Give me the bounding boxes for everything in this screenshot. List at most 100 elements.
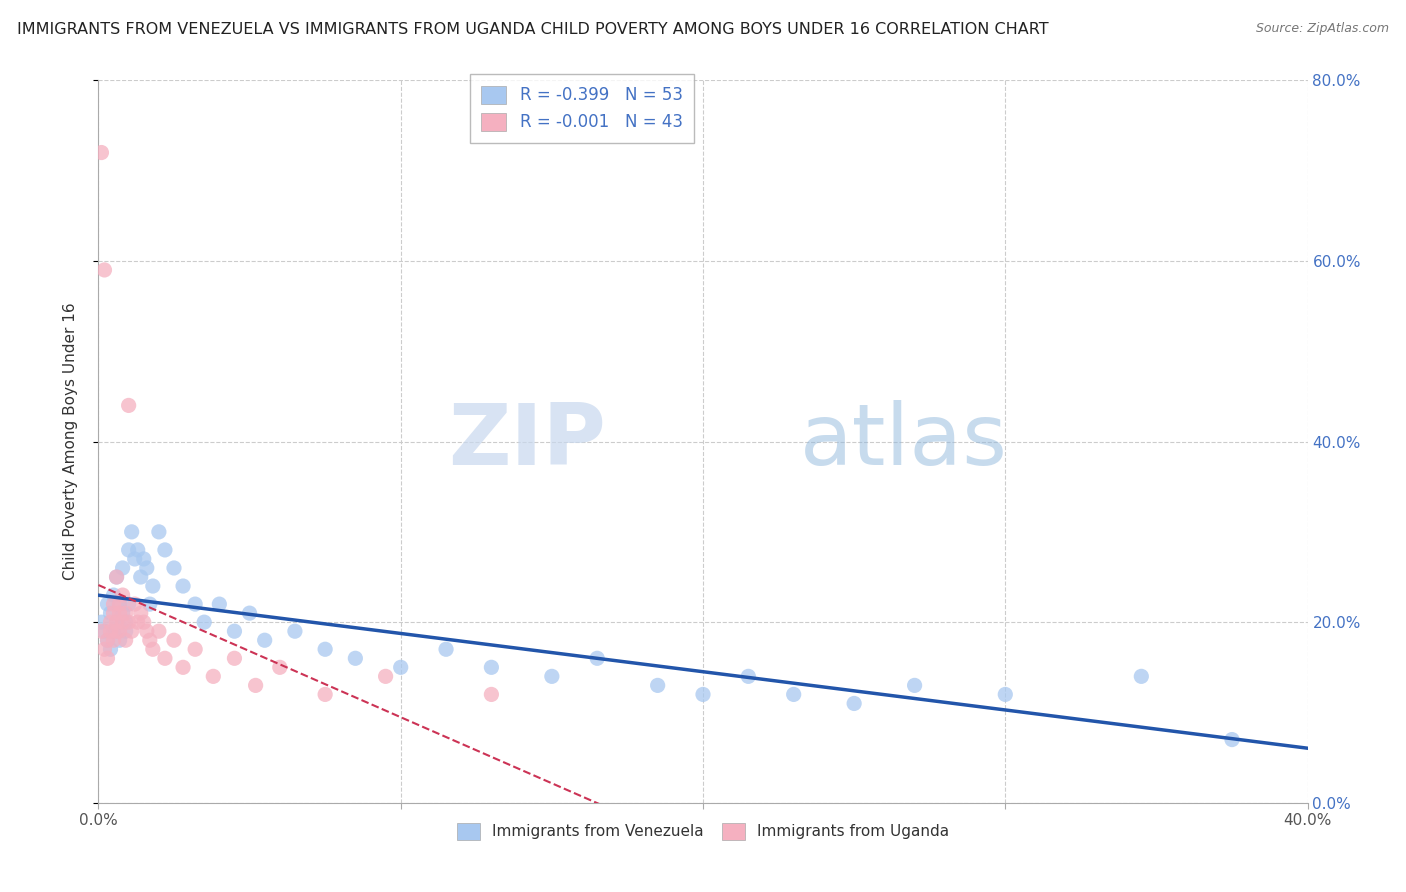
Point	[108, 624, 131, 639]
Point	[224, 624, 246, 639]
Point	[118, 398, 141, 412]
Point	[124, 597, 146, 611]
Point	[239, 606, 262, 620]
Point	[93, 263, 115, 277]
Point	[108, 597, 131, 611]
Point	[284, 624, 307, 639]
Point	[108, 606, 131, 620]
Point	[184, 597, 207, 611]
Point	[135, 624, 157, 639]
Point	[904, 678, 927, 692]
Text: atlas: atlas	[800, 400, 1008, 483]
Point	[114, 624, 136, 639]
Point	[153, 542, 176, 557]
Point	[103, 633, 125, 648]
Point	[269, 660, 291, 674]
Point	[103, 606, 125, 620]
Point	[118, 615, 141, 630]
Point	[100, 606, 122, 620]
Text: Source: ZipAtlas.com: Source: ZipAtlas.com	[1256, 22, 1389, 36]
Point	[114, 633, 136, 648]
Point	[108, 633, 131, 648]
Point	[994, 687, 1017, 701]
Point	[314, 642, 336, 657]
Point	[108, 597, 131, 611]
Point	[142, 642, 165, 657]
Point	[96, 633, 118, 648]
Point	[148, 624, 170, 639]
Point	[481, 687, 503, 701]
Text: ZIP: ZIP	[449, 400, 606, 483]
Point	[103, 597, 125, 611]
Point	[100, 624, 122, 639]
Point	[96, 633, 118, 648]
Point	[389, 660, 412, 674]
Point	[114, 615, 136, 630]
Point	[139, 633, 162, 648]
Point	[647, 678, 669, 692]
Point	[124, 552, 146, 566]
Point	[100, 615, 122, 630]
Point	[142, 579, 165, 593]
Point	[737, 669, 759, 683]
Point	[224, 651, 246, 665]
Point	[135, 561, 157, 575]
Point	[481, 660, 503, 674]
Point	[129, 570, 152, 584]
Point	[344, 651, 367, 665]
Point	[118, 597, 141, 611]
Point	[105, 615, 128, 630]
Point	[90, 624, 112, 639]
Y-axis label: Child Poverty Among Boys Under 16: Child Poverty Among Boys Under 16	[63, 302, 77, 581]
Point	[586, 651, 609, 665]
Point	[692, 687, 714, 701]
Point	[105, 570, 128, 584]
Point	[111, 561, 134, 575]
Point	[132, 615, 155, 630]
Point	[129, 606, 152, 620]
Point	[103, 588, 125, 602]
Point	[1130, 669, 1153, 683]
Point	[434, 642, 457, 657]
Point	[121, 624, 143, 639]
Point	[202, 669, 225, 683]
Point	[132, 552, 155, 566]
Point	[111, 588, 134, 602]
Point	[93, 624, 115, 639]
Point	[163, 561, 186, 575]
Point	[245, 678, 267, 692]
Point	[96, 651, 118, 665]
Point	[114, 606, 136, 620]
Point	[96, 597, 118, 611]
Point	[127, 615, 149, 630]
Point	[253, 633, 276, 648]
Point	[121, 524, 143, 539]
Point	[100, 642, 122, 657]
Point	[111, 606, 134, 620]
Point	[184, 642, 207, 657]
Point	[111, 615, 134, 630]
Point	[153, 651, 176, 665]
Point	[105, 615, 128, 630]
Point	[127, 542, 149, 557]
Point	[783, 687, 806, 701]
Point	[172, 579, 194, 593]
Point	[90, 145, 112, 160]
Point	[193, 615, 215, 630]
Point	[314, 687, 336, 701]
Point	[374, 669, 396, 683]
Point	[540, 669, 562, 683]
Legend: Immigrants from Venezuela, Immigrants from Uganda: Immigrants from Venezuela, Immigrants fr…	[451, 817, 955, 846]
Point	[93, 642, 115, 657]
Point	[105, 570, 128, 584]
Point	[105, 624, 128, 639]
Point	[148, 524, 170, 539]
Point	[1220, 732, 1243, 747]
Point	[163, 633, 186, 648]
Point	[172, 660, 194, 674]
Point	[844, 697, 866, 711]
Point	[118, 542, 141, 557]
Point	[103, 624, 125, 639]
Point	[208, 597, 231, 611]
Point	[139, 597, 162, 611]
